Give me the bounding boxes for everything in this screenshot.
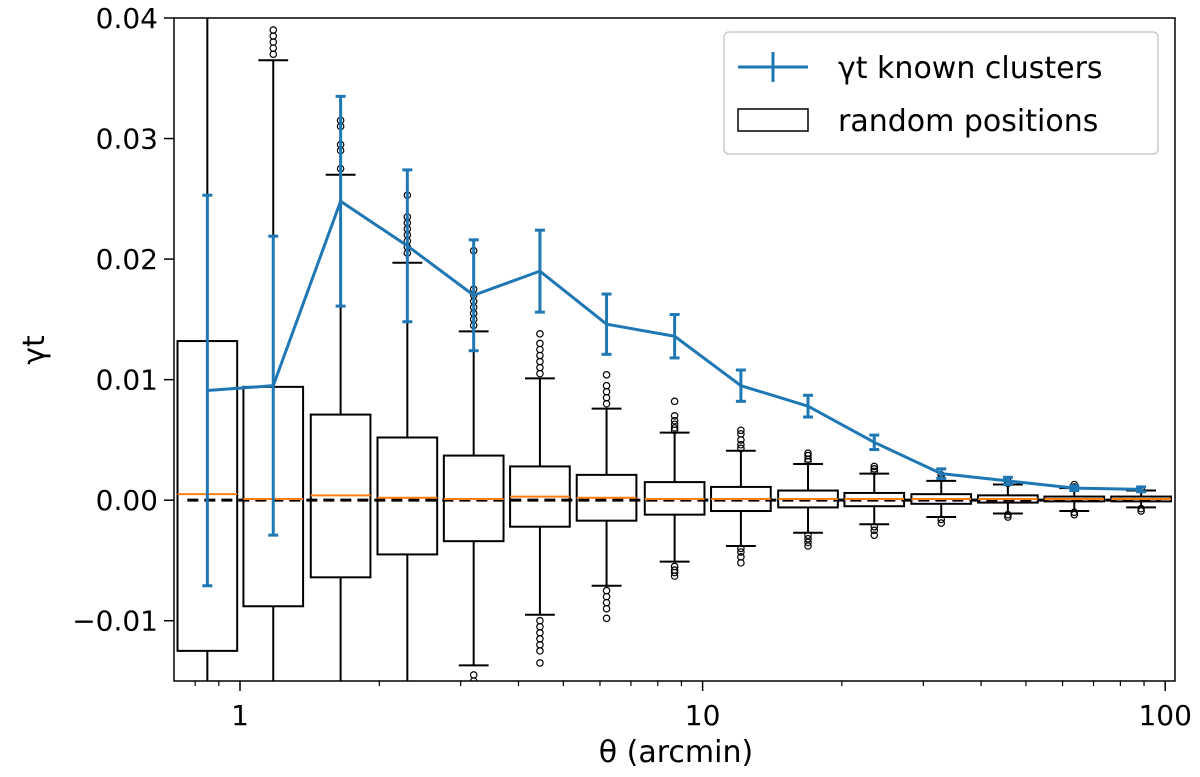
box-outlier xyxy=(870,522,879,531)
box xyxy=(376,436,439,556)
x-axis-label: θ (arcmin) xyxy=(599,735,753,770)
legend-frame xyxy=(723,31,1159,155)
y-tick-label: 0.02 xyxy=(96,243,158,276)
box-outlier xyxy=(804,542,812,550)
y-tick-label: −0.01 xyxy=(72,605,158,638)
legend: γt known clusters random positions xyxy=(723,31,1159,155)
box-outlier xyxy=(804,449,812,457)
y-tick-label: 0.01 xyxy=(96,364,158,397)
known-clusters-line xyxy=(207,199,1142,491)
box-outlier xyxy=(602,381,611,390)
box-outlier xyxy=(1004,510,1012,519)
box-outlier xyxy=(670,424,679,432)
box-outlier xyxy=(1137,507,1145,515)
box-outlier xyxy=(804,534,812,543)
x-tick-label: 1 xyxy=(231,699,249,732)
axes-frame xyxy=(173,17,1176,682)
box-outlier xyxy=(269,26,278,34)
box-outlier xyxy=(602,604,611,613)
box-outlier xyxy=(602,371,611,379)
legend-box-symbol xyxy=(737,108,809,132)
box-outlier xyxy=(937,519,946,527)
box-outlier xyxy=(536,659,544,667)
axes: 1 10 100 −0.01 0.00 0.01 0.02 0.03 0.04 xyxy=(72,2,1192,732)
box-outlier xyxy=(670,420,679,429)
y-axis-label: γt xyxy=(17,335,52,365)
box-outlier xyxy=(737,426,745,435)
box-outlier xyxy=(737,559,745,567)
legend-label-random-positions: random positions xyxy=(838,104,1098,139)
plot-area xyxy=(176,18,1172,681)
box-outlier xyxy=(602,614,611,623)
box-outlier xyxy=(870,526,879,535)
x-tick-label: 10 xyxy=(685,699,721,732)
box-outlier xyxy=(536,330,544,338)
box-outlier xyxy=(804,531,812,539)
y-tick-label: 0.04 xyxy=(96,2,158,35)
box-outlier xyxy=(1070,508,1079,517)
legend-label-known-clusters: γt known clusters xyxy=(838,51,1103,86)
box-outlier xyxy=(937,515,946,524)
box-outlier xyxy=(870,465,879,473)
y-tick-label: 0.00 xyxy=(96,484,158,517)
box-outlier xyxy=(737,440,745,449)
box-outlier xyxy=(870,467,879,476)
x-tick-label: 100 xyxy=(1138,699,1191,732)
box-outlier xyxy=(670,416,679,425)
box-outlier xyxy=(536,647,544,655)
box-outlier xyxy=(1070,510,1079,519)
box-outlier xyxy=(1137,504,1145,513)
box-outlier xyxy=(670,572,679,580)
box-outlier xyxy=(670,397,679,406)
box-outlier xyxy=(670,568,679,577)
box-outlier xyxy=(737,430,745,438)
box-outlier xyxy=(737,548,745,556)
box-outlier xyxy=(737,444,745,453)
box-outlier xyxy=(870,462,879,471)
box-outlier xyxy=(804,538,812,547)
y-tick-label: 0.03 xyxy=(96,123,158,156)
box-outlier xyxy=(870,531,879,539)
box-outlier xyxy=(737,544,745,553)
box-outlier xyxy=(536,339,544,348)
box-outlier xyxy=(804,451,812,460)
box-outlier xyxy=(1004,513,1012,521)
box-outlier xyxy=(670,411,679,420)
